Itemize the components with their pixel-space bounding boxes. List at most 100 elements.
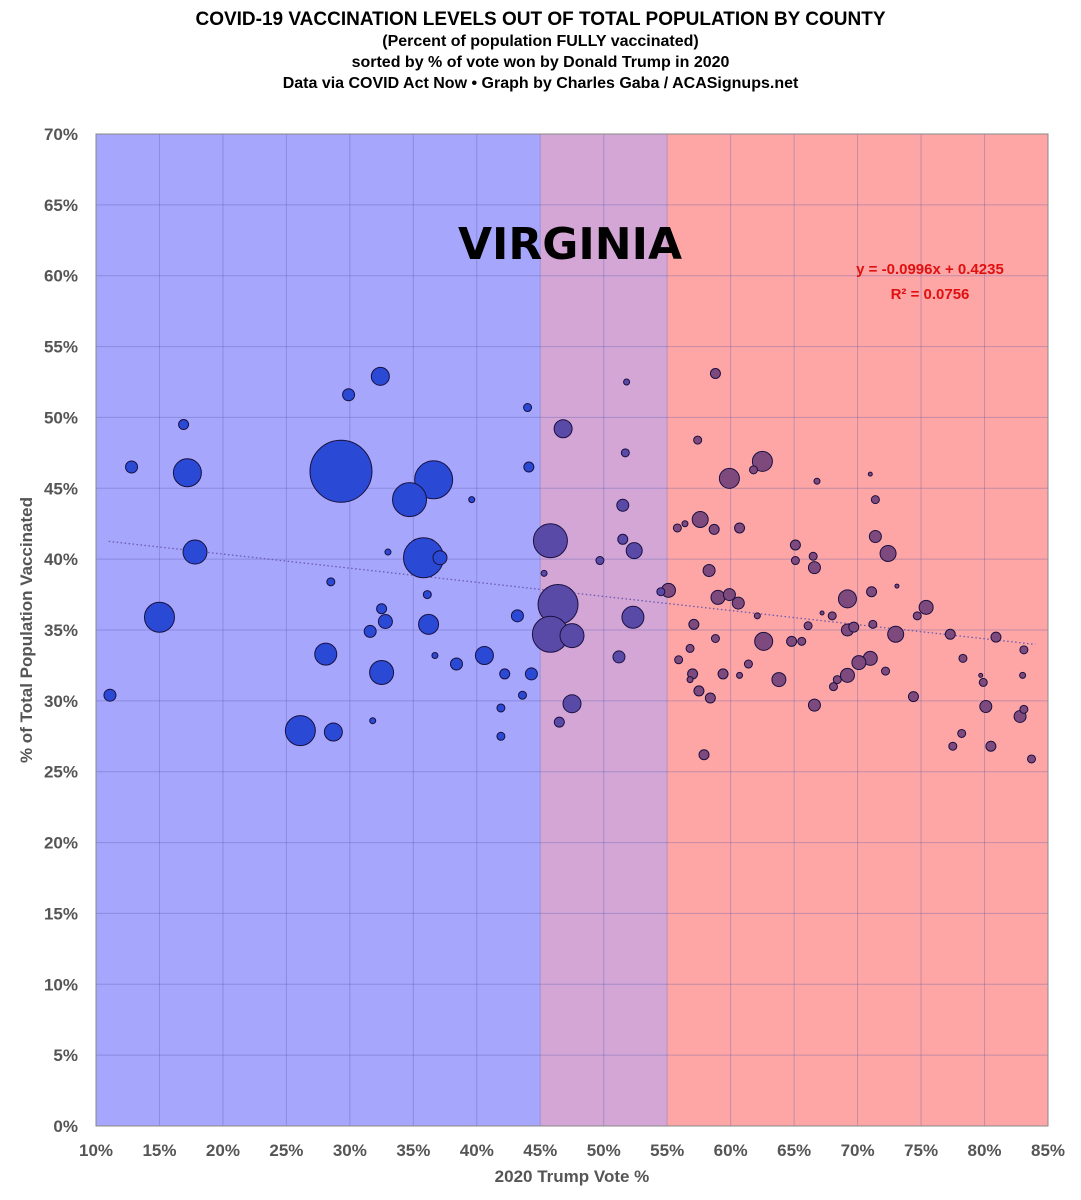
data-bubble (540, 569, 548, 577)
chart-credits: Data via COVID Act Now • Graph by Charle… (282, 75, 799, 92)
x-tick-label: 20% (206, 1141, 240, 1160)
data-bubble (517, 690, 527, 700)
data-bubble (376, 603, 388, 615)
data-bubble (553, 716, 565, 728)
y-tick-label: 55% (44, 338, 78, 357)
data-bubble (422, 590, 432, 600)
data-bubble (731, 596, 745, 610)
data-bubble (363, 624, 377, 638)
data-bubble (595, 556, 605, 566)
data-bubble (532, 523, 568, 559)
data-bubble (870, 495, 880, 505)
data-bubble (686, 676, 694, 684)
x-tick-label: 35% (396, 1141, 430, 1160)
data-bubble (1019, 645, 1029, 655)
x-tick-label: 45% (523, 1141, 557, 1160)
data-bubble (523, 461, 535, 473)
data-bubble (621, 605, 645, 629)
data-bubble (309, 439, 373, 503)
data-bubble (710, 634, 720, 644)
data-bubble (617, 533, 629, 545)
data-bubble (499, 668, 511, 680)
y-tick-label: 30% (44, 692, 78, 711)
data-bubble (182, 539, 208, 565)
data-bubble (743, 659, 753, 669)
data-bubble (369, 660, 395, 686)
plot-border (95, 133, 1049, 1127)
data-bubble (284, 715, 316, 747)
data-bubble (562, 694, 582, 714)
data-bubble (1019, 704, 1029, 714)
y-tick-label: 40% (44, 550, 78, 569)
data-bubble (803, 621, 813, 631)
x-tick-label: 15% (142, 1141, 176, 1160)
data-bubble (887, 625, 905, 643)
x-tick-label: 40% (460, 1141, 494, 1160)
data-bubble (656, 587, 666, 597)
data-bubble (708, 523, 720, 535)
data-bubble (143, 601, 175, 633)
data-bubble (753, 612, 761, 620)
data-bubble (894, 583, 900, 589)
data-bubble (620, 448, 630, 458)
y-tick-label: 10% (44, 975, 78, 994)
data-bubble (790, 556, 800, 566)
data-bubble (681, 520, 689, 528)
data-bubble (709, 367, 721, 379)
data-bubble (392, 482, 428, 518)
data-bubble (449, 657, 463, 671)
data-bubble (789, 539, 801, 551)
data-bubble (377, 613, 393, 629)
data-bubble (125, 460, 139, 474)
data-bubble (510, 609, 524, 623)
y-tick-label: 20% (44, 834, 78, 853)
data-bubble (523, 403, 533, 413)
data-bubble (813, 477, 821, 485)
data-bubble (848, 621, 860, 633)
data-bubble (178, 419, 190, 431)
data-bubble (828, 682, 838, 692)
data-bubble (693, 685, 705, 697)
data-bubble (832, 675, 842, 685)
data-bubble (867, 471, 873, 477)
y-tick-label: 70% (44, 125, 78, 144)
chart-subtitle-sort: sorted by % of vote won by Donald Trump … (351, 54, 730, 71)
data-bubble (496, 703, 506, 713)
data-bubble (616, 498, 630, 512)
data-bubble (819, 610, 825, 616)
x-tick-label: 75% (904, 1141, 938, 1160)
data-bubble (172, 458, 202, 488)
x-tick-label: 85% (1031, 1141, 1065, 1160)
data-bubble (468, 496, 476, 504)
y-tick-label: 35% (44, 621, 78, 640)
data-bubble (808, 551, 818, 561)
data-bubble (326, 577, 336, 587)
data-bubble (418, 613, 440, 635)
y-tick-label: 5% (53, 1046, 78, 1065)
data-bubble (797, 636, 807, 646)
data-bubble (979, 700, 993, 714)
state-label: VIRGINIA (458, 219, 682, 270)
data-bubble (912, 611, 922, 621)
data-bubble (918, 599, 934, 615)
data-bubble (958, 653, 968, 663)
data-bubble (612, 650, 626, 664)
x-tick-label: 10% (79, 1141, 113, 1160)
data-bubble (553, 419, 573, 439)
x-tick-label: 30% (333, 1141, 367, 1160)
data-bubble (807, 698, 821, 712)
data-bubble (685, 643, 695, 653)
data-bubble (866, 586, 878, 598)
chart-title-block: COVID-19 VACCINATION LEVELS OUT OF TOTAL… (0, 8, 1081, 94)
data-bubble (625, 542, 643, 560)
data-bubble (879, 544, 897, 562)
data-bubble (749, 465, 759, 475)
data-bubble (693, 435, 703, 445)
data-bubble (868, 529, 882, 543)
y-tick-label: 45% (44, 479, 78, 498)
trendline-r-squared: R² = 0.0756 (891, 286, 970, 303)
data-bubble (985, 740, 997, 752)
data-bubble (414, 460, 454, 500)
data-bubble (369, 717, 377, 725)
